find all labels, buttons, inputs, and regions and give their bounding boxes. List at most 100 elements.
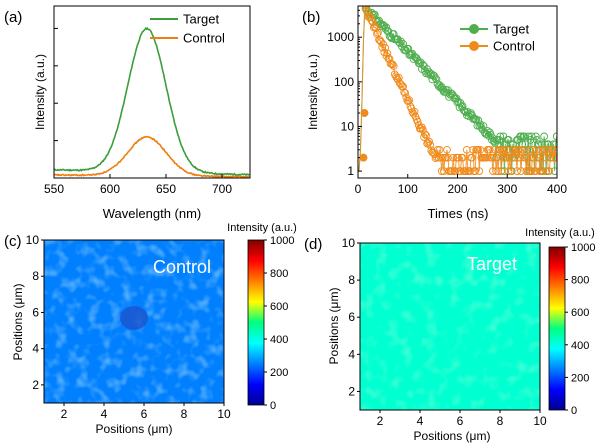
y-axis-d: 2 4 6 8 10 <box>342 236 360 398</box>
decay-point-control <box>377 38 385 46</box>
pl-spectrum-lines <box>53 26 250 179</box>
x-axis-d: 2 4 6 8 10 <box>377 410 547 428</box>
y-tick-label-b: 1000 <box>327 30 354 44</box>
decay-point-control <box>366 13 375 21</box>
x-axis-label-b: Times (ns) <box>428 206 489 221</box>
decay-point-control <box>372 24 380 33</box>
y-tick-label-b: 100 <box>334 75 354 89</box>
legend-label-control-a: Control <box>183 31 225 46</box>
x-tick-label-a: 600 <box>100 182 120 196</box>
x-tick-label-a: 700 <box>212 182 232 196</box>
decay-point-control <box>404 97 413 106</box>
heatmap-annotation-d: Target <box>467 254 517 274</box>
colorbar-tick-label: 200 <box>270 367 288 379</box>
decay-point-control <box>378 43 387 52</box>
x-axis-label-a: Wavelength (nm) <box>103 206 202 221</box>
x-tick-label-heatmap: 4 <box>101 407 108 421</box>
x-tick-label-heatmap: 10 <box>533 414 547 428</box>
legend-label-control-b: Control <box>493 39 535 54</box>
decay-point-control <box>405 96 414 105</box>
x-tick-label-heatmap: 10 <box>217 407 231 421</box>
x-axis-c: 2 4 6 8 10 <box>61 403 231 421</box>
decay-line-target <box>358 7 557 172</box>
decay-point-control <box>421 130 429 139</box>
heatmap-d-speckle <box>360 243 540 410</box>
colorbar-title-c: Intensity (a.u.) <box>227 222 297 234</box>
panel-c: (c) Control 2 4 6 8 10 2 4 6 8 10 Positions (μm)… <box>4 222 297 436</box>
decay-point-control <box>424 138 432 147</box>
decay-point-control <box>410 107 419 116</box>
legend-marker-target-b <box>469 24 479 34</box>
decay-point-target <box>382 23 391 32</box>
y-tick-label-heatmap: 2 <box>348 384 355 398</box>
series-line-target <box>53 26 250 177</box>
colorbar-tick-label: 400 <box>571 340 589 352</box>
colorbar-tick-label: 400 <box>270 334 288 346</box>
x-axis-label-c: Positions (μm) <box>96 422 173 436</box>
trpl-decay-points <box>358 6 557 175</box>
decay-point-control <box>431 154 440 163</box>
legend-marker-control-b <box>469 41 479 51</box>
y-axis-label-b: Intensity (a.u.) <box>306 54 320 130</box>
colorbar-ticks-c: 0 200 400 600 800 1000 <box>264 235 294 412</box>
decay-point-control <box>367 16 376 25</box>
decay-point-control <box>388 60 397 69</box>
x-tick-label-heatmap: 8 <box>497 414 504 428</box>
x-tick-label-b: 400 <box>547 182 567 196</box>
colorbar-tick-label: 0 <box>270 400 276 412</box>
x-tick-label-heatmap: 6 <box>457 414 464 428</box>
colorbar-tick-label: 600 <box>571 307 589 319</box>
colorbar-d <box>548 246 566 411</box>
x-tick-label-b: 100 <box>398 182 418 196</box>
y-tick-label-heatmap: 2 <box>32 378 39 392</box>
x-axis-b: 0 100 200 300 400 <box>355 174 567 196</box>
y-axis-b: 1 10 100 1000 <box>327 9 362 178</box>
decay-point-control <box>359 153 368 162</box>
x-axis-label-d: Positions (μm) <box>414 429 491 443</box>
x-tick-label-a: 550 <box>44 182 64 196</box>
decay-point-control <box>426 141 435 149</box>
y-axis-c: 2 4 6 8 10 <box>26 233 44 392</box>
decay-point-control <box>383 49 392 58</box>
panel-label-a: (a) <box>4 9 22 26</box>
colorbar-tick-label: 1000 <box>571 242 595 254</box>
decay-point-target <box>432 75 441 84</box>
x-tick-label-heatmap: 4 <box>417 414 424 428</box>
legend-label-target-b: Target <box>493 22 530 37</box>
decay-point-target <box>474 116 483 125</box>
y-tick-label-heatmap: 4 <box>32 342 39 356</box>
plot-frame-c <box>43 239 225 404</box>
x-tick-label-heatmap: 2 <box>61 407 68 421</box>
y-tick-label-heatmap: 4 <box>348 347 355 361</box>
y-tick-label-heatmap: 10 <box>342 236 356 250</box>
x-tick-label-heatmap: 2 <box>377 414 384 428</box>
plot-frame-a <box>53 5 251 179</box>
y-axis-label-d: Positions (μm) <box>327 288 341 365</box>
decay-point-control <box>368 18 377 26</box>
y-tick-label-heatmap: 6 <box>348 310 355 324</box>
colorbar-tick-label: 200 <box>571 372 589 384</box>
x-tick-label-b: 200 <box>447 182 467 196</box>
colorbar-c <box>247 239 265 406</box>
colorbar-tick-label: 1000 <box>270 235 294 247</box>
x-tick-label-b: 0 <box>355 182 362 196</box>
y-axis-a <box>54 27 58 142</box>
colorbar-tick-label: 0 <box>571 405 577 417</box>
colorbar-title-d: Intensity (a.u.) <box>525 227 595 239</box>
y-tick-label-heatmap: 6 <box>32 305 39 319</box>
decay-point-control <box>371 22 379 31</box>
y-tick-label-heatmap: 10 <box>26 233 40 247</box>
legend-label-target-a: Target <box>183 12 220 27</box>
legend-a: Target Control <box>150 12 225 46</box>
colorbar-tick-label: 800 <box>270 268 288 280</box>
x-tick-label-heatmap: 6 <box>141 407 148 421</box>
series-line-control <box>53 135 250 179</box>
y-axis-label-c: Positions (μm) <box>11 284 25 361</box>
panel-label-b: (b) <box>302 9 320 26</box>
legend-b: Target Control <box>460 22 535 54</box>
y-tick-label-b: 1 <box>347 164 354 178</box>
decay-point-control <box>400 88 408 97</box>
